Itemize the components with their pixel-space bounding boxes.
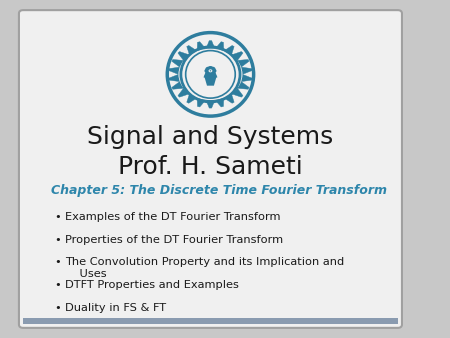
Polygon shape bbox=[206, 100, 215, 108]
Text: Signal and Systems: Signal and Systems bbox=[87, 125, 333, 149]
Circle shape bbox=[207, 71, 213, 76]
Polygon shape bbox=[215, 98, 224, 107]
Polygon shape bbox=[224, 46, 234, 55]
Polygon shape bbox=[241, 67, 252, 74]
Polygon shape bbox=[204, 73, 217, 86]
Circle shape bbox=[210, 70, 216, 75]
Text: DTFT Properties and Examples: DTFT Properties and Examples bbox=[65, 280, 239, 290]
Circle shape bbox=[205, 67, 211, 71]
Polygon shape bbox=[231, 52, 243, 61]
Polygon shape bbox=[237, 59, 249, 67]
Polygon shape bbox=[197, 42, 206, 51]
Polygon shape bbox=[231, 88, 243, 97]
Polygon shape bbox=[211, 73, 217, 79]
Ellipse shape bbox=[179, 49, 243, 100]
Polygon shape bbox=[206, 41, 215, 49]
Polygon shape bbox=[172, 81, 184, 89]
Polygon shape bbox=[172, 59, 184, 67]
Polygon shape bbox=[197, 98, 206, 107]
Text: The Convolution Property and its Implication and
    Uses: The Convolution Property and its Implica… bbox=[65, 257, 345, 279]
Polygon shape bbox=[187, 46, 197, 55]
Text: •: • bbox=[55, 280, 62, 290]
Text: Properties of the DT Fourier Transform: Properties of the DT Fourier Transform bbox=[65, 235, 284, 245]
Polygon shape bbox=[169, 67, 180, 74]
Circle shape bbox=[207, 66, 213, 71]
Polygon shape bbox=[178, 88, 189, 97]
Text: •: • bbox=[55, 212, 62, 222]
Circle shape bbox=[204, 69, 210, 73]
Polygon shape bbox=[224, 94, 234, 103]
Polygon shape bbox=[207, 73, 214, 79]
Circle shape bbox=[210, 67, 216, 71]
Polygon shape bbox=[187, 94, 197, 103]
Text: •: • bbox=[55, 235, 62, 245]
Text: •: • bbox=[55, 257, 62, 267]
Polygon shape bbox=[178, 52, 189, 61]
Polygon shape bbox=[241, 74, 252, 81]
Text: Examples of the DT Fourier Transform: Examples of the DT Fourier Transform bbox=[65, 212, 281, 222]
Polygon shape bbox=[237, 81, 249, 89]
Circle shape bbox=[210, 70, 211, 71]
Polygon shape bbox=[203, 73, 211, 79]
Text: Duality in FS & FT: Duality in FS & FT bbox=[65, 303, 166, 313]
Circle shape bbox=[211, 69, 216, 73]
Text: •: • bbox=[55, 303, 62, 313]
Circle shape bbox=[179, 49, 243, 100]
Circle shape bbox=[208, 69, 212, 72]
Text: Prof. H. Sameti: Prof. H. Sameti bbox=[118, 154, 303, 179]
Circle shape bbox=[205, 70, 211, 75]
FancyBboxPatch shape bbox=[19, 10, 402, 328]
Text: Chapter 5: The Discrete Time Fourier Transform: Chapter 5: The Discrete Time Fourier Tra… bbox=[50, 185, 387, 197]
Polygon shape bbox=[215, 42, 224, 51]
Bar bbox=[23, 318, 398, 324]
Polygon shape bbox=[169, 74, 180, 81]
